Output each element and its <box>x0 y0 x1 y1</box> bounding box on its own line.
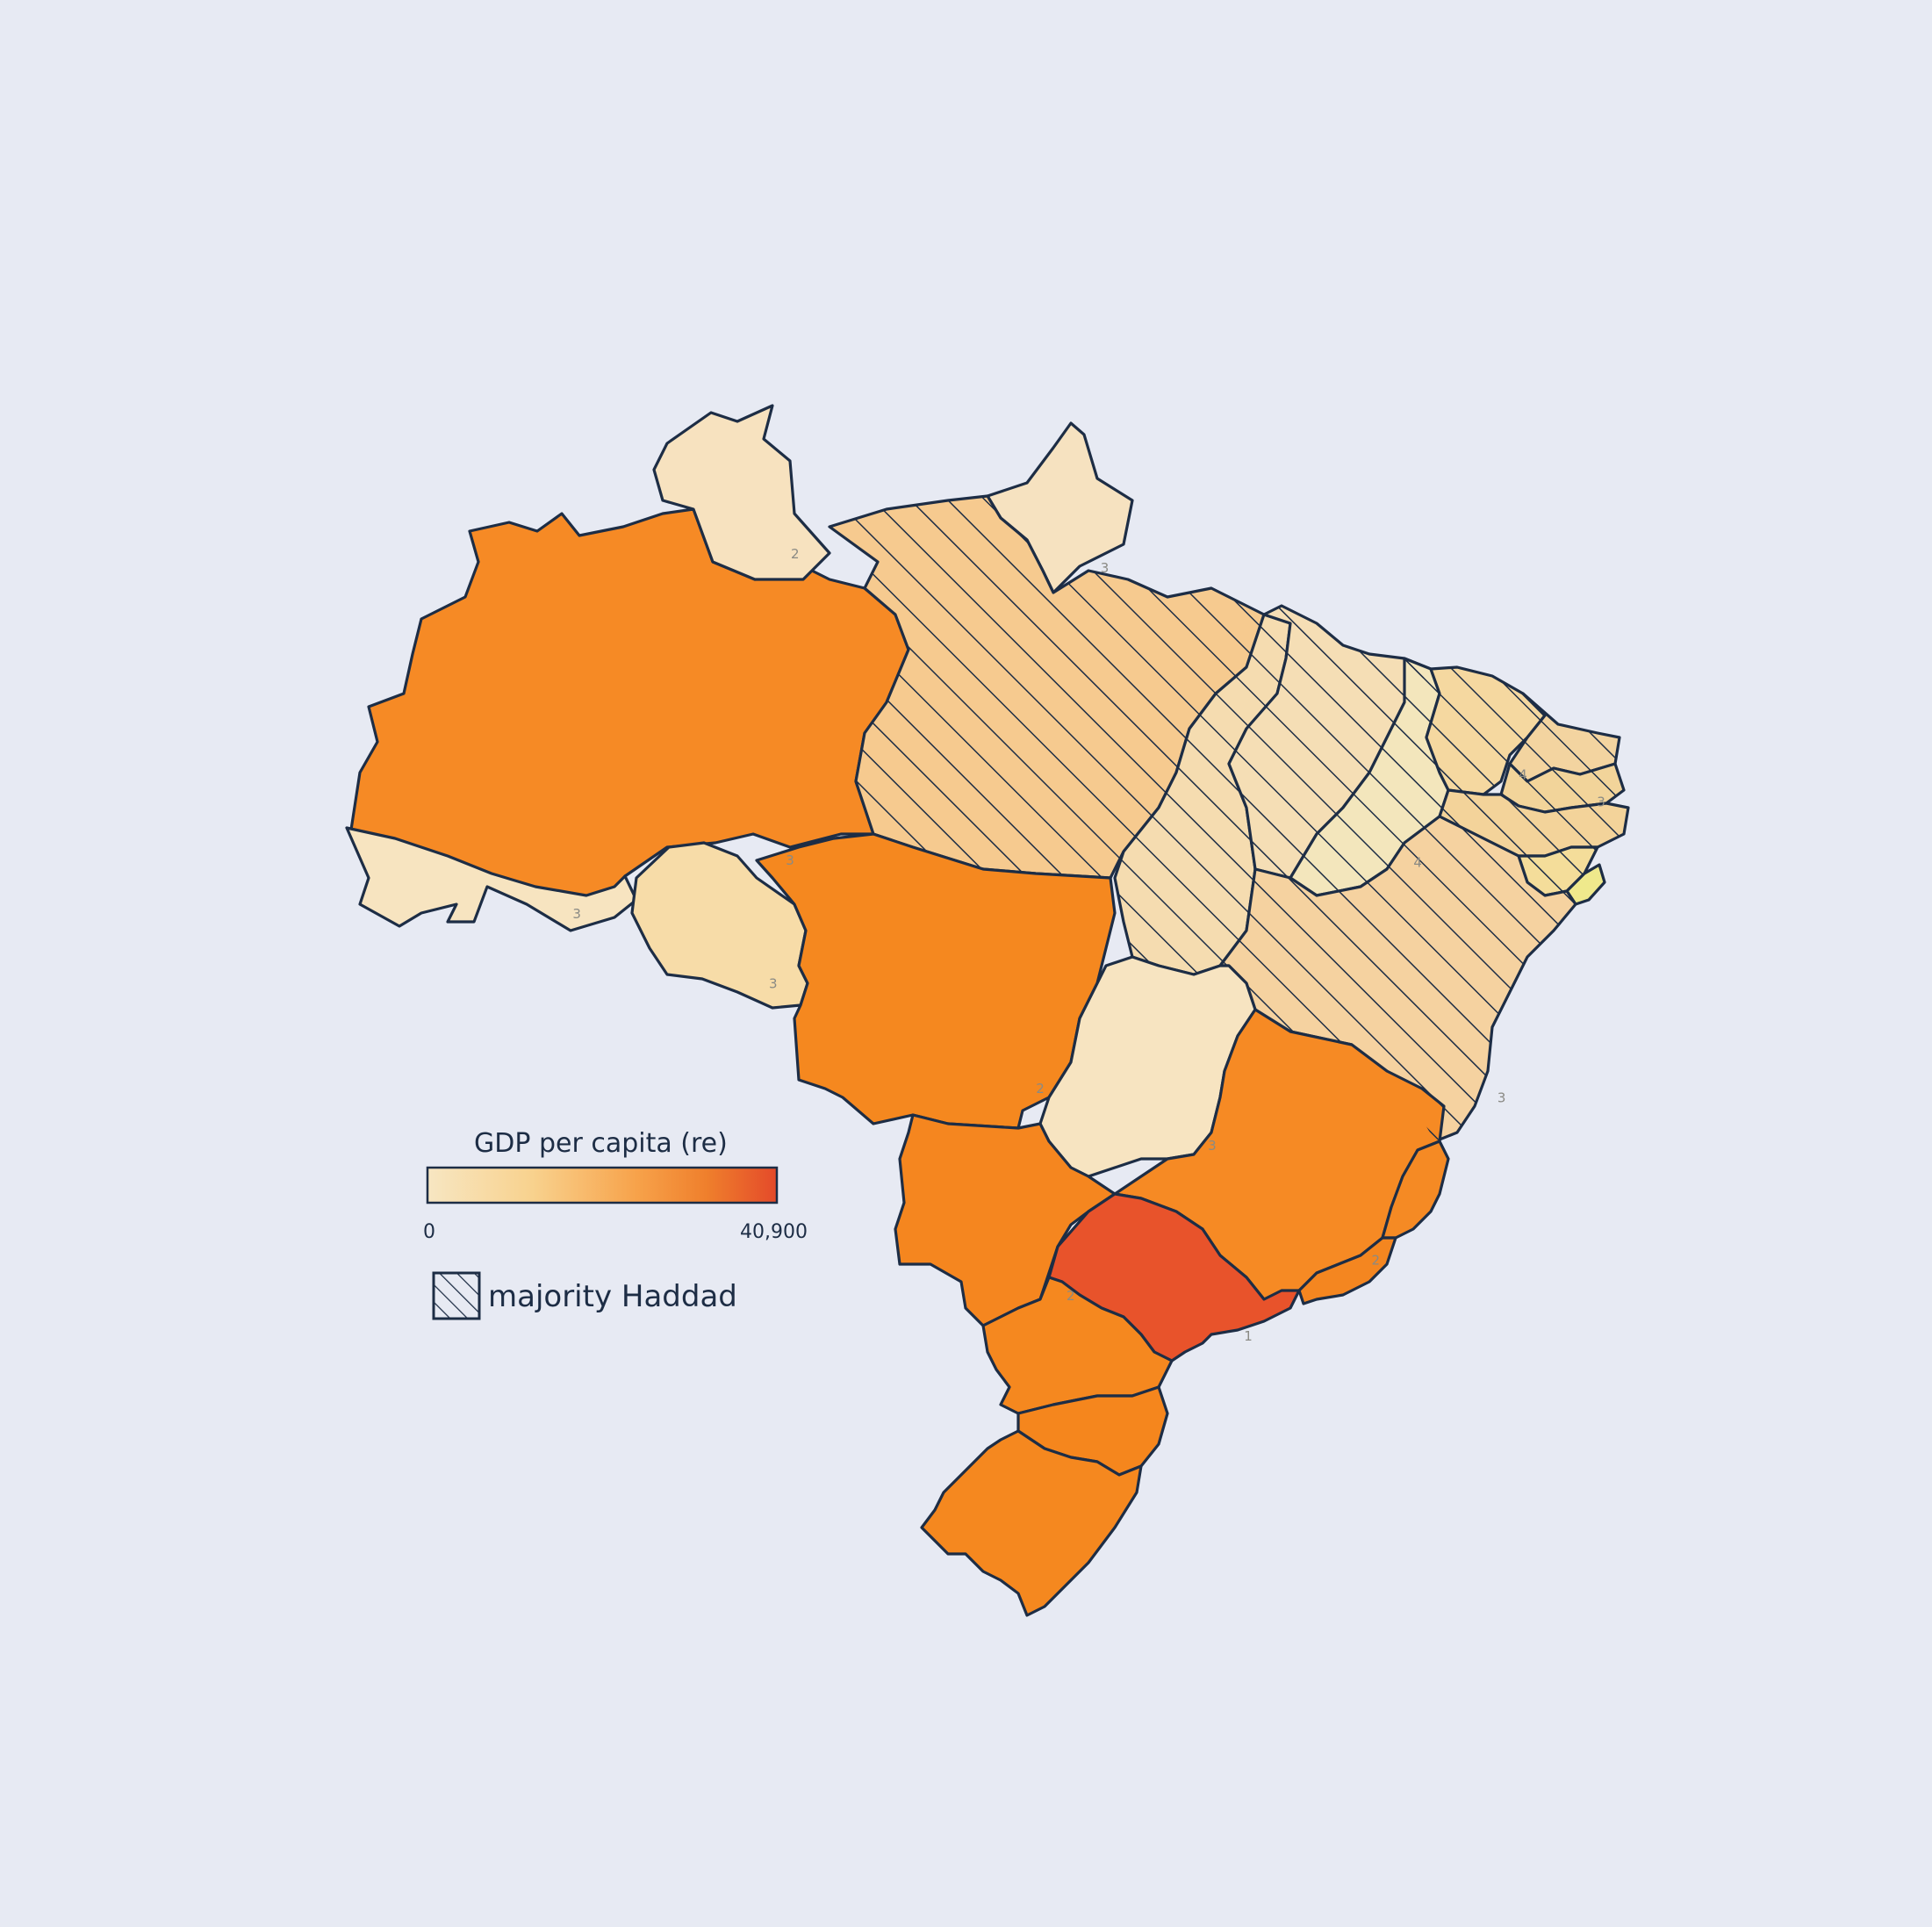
legend: GDP per capita (re) 0 40,900 majority Ha… <box>423 1128 808 1320</box>
legend-max-label: 40,900 <box>740 1221 808 1243</box>
region-espirito-santo[interactable] <box>1381 1140 1450 1240</box>
region-number-label: 4 <box>1519 767 1527 783</box>
region-number-label: 1 <box>1244 1328 1253 1344</box>
region-number-label: 4 <box>1413 855 1422 871</box>
region-number-label: 3 <box>1101 560 1110 576</box>
region-number-label: 3 <box>1497 1090 1506 1106</box>
region-number-label: 2 <box>1372 1252 1381 1268</box>
region-number-label: 2 <box>791 546 800 562</box>
region-number-label: 2 <box>1036 1081 1045 1097</box>
region-amazonas[interactable] <box>349 507 910 915</box>
region-number-label: 3 <box>572 906 581 922</box>
region-number-label: 2 <box>1067 1288 1075 1304</box>
region-rio-de-janeiro[interactable] <box>1297 1236 1397 1305</box>
region-number-label: 3 <box>786 852 794 868</box>
legend-title: GDP per capita (re) <box>474 1128 728 1159</box>
region-rio-grande-do-sul[interactable] <box>920 1429 1143 1617</box>
states-layer <box>345 404 1630 1617</box>
region-number-label: 3 <box>769 975 778 991</box>
region-number-label: 3 <box>1597 794 1605 809</box>
region-parana[interactable] <box>981 1276 1174 1415</box>
legend-hatch-swatch <box>432 1271 481 1320</box>
legend-hatch-label: majority Haddad <box>488 1279 737 1314</box>
region-number-labels: 3 3 2 3 3 2 4 4 3 3 3 2 2 1 <box>572 546 1605 1344</box>
legend-color-bar <box>426 1166 779 1204</box>
region-number-label: 3 <box>1208 1138 1217 1154</box>
legend-min-label: 0 <box>423 1221 435 1243</box>
region-acre[interactable] <box>345 826 638 932</box>
